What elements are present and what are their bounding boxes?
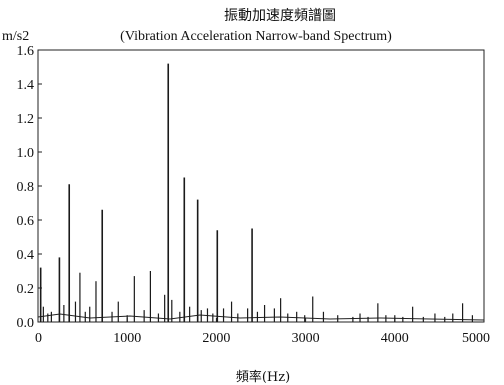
y-axis-unit: m/s2	[2, 29, 29, 44]
y-axis-ticks: 0.0 0.2 0.4 0.6 0.8 1.0 1.2 1.4 1.6	[17, 44, 42, 331]
x-tick-label: 1000	[113, 331, 141, 346]
y-tick-label: 0.0	[17, 316, 35, 331]
x-axis-ticks: 0 1000 2000 3000 4000 5000	[35, 318, 490, 346]
x-tick-label: 5000	[462, 331, 490, 346]
y-tick-label: 0.4	[17, 248, 35, 263]
plot-area-frame	[37, 49, 485, 323]
y-tick-label: 0.6	[17, 214, 35, 229]
x-axis-label: 頻率(Hz)	[236, 369, 290, 385]
x-tick-label: 3000	[292, 331, 320, 346]
y-tick-label: 0.8	[17, 180, 35, 195]
y-tick-label: 0.2	[17, 282, 35, 297]
x-tick-label: 0	[35, 331, 42, 346]
x-tick-label: 2000	[202, 331, 230, 346]
y-tick-label: 1.6	[17, 44, 35, 59]
y-tick-label: 1.4	[17, 78, 35, 93]
noise-floor	[37, 313, 485, 321]
x-tick-label: 4000	[381, 331, 409, 346]
y-tick-label: 1.2	[17, 112, 35, 127]
chart-title: 振動加速度頻譜圖	[224, 8, 336, 24]
spectrum-lines	[39, 63, 474, 322]
y-tick-label: 1.0	[17, 146, 35, 161]
chart-subtitle: (Vibration Acceleration Narrow-band Spec…	[120, 29, 392, 44]
